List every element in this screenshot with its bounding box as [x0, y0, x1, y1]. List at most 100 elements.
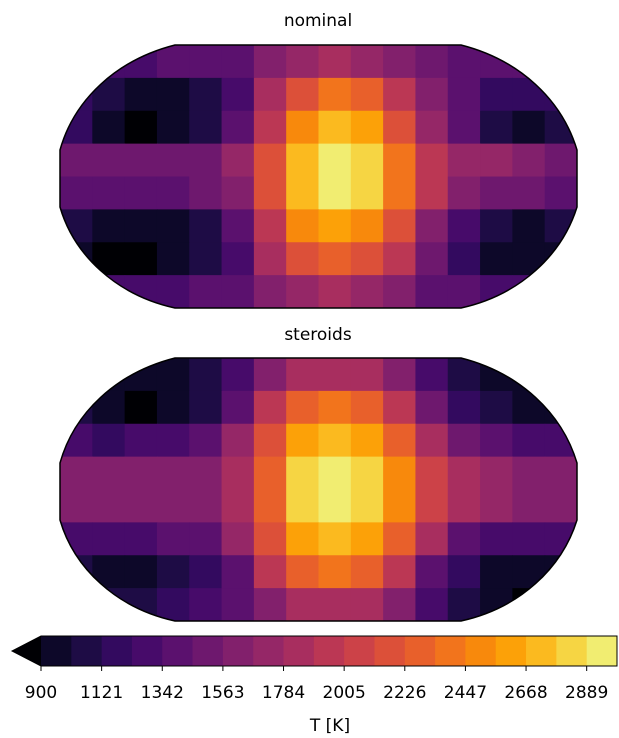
temperature-cell [286, 489, 320, 523]
temperature-cell [383, 45, 417, 79]
temperature-cell [512, 423, 546, 458]
temperature-cell [124, 522, 158, 556]
temperature-cell [221, 110, 255, 145]
temperature-cell [286, 110, 320, 145]
temperature-cell [156, 77, 190, 112]
temperature-cell [318, 45, 352, 79]
temperature-cell [544, 489, 577, 523]
temperature-cell [253, 588, 287, 621]
temperature-cell [318, 77, 352, 112]
temperature-cell [512, 110, 546, 145]
temperature-cell [350, 489, 384, 523]
temperature-cell [60, 358, 93, 392]
temperature-cell [544, 588, 577, 621]
temperature-cell [318, 588, 352, 621]
temperature-cell [221, 456, 255, 491]
temperature-cell [383, 275, 417, 308]
temperature-cell [383, 110, 417, 145]
temperature-cell [350, 45, 384, 79]
temperature-cell [544, 456, 577, 491]
colorbar-extension [12, 636, 41, 666]
temperature-cell [350, 423, 384, 458]
temperature-cell [350, 242, 384, 276]
temperature-cell [124, 423, 158, 458]
colorbar-bin [101, 636, 133, 666]
temperature-cell [189, 489, 223, 523]
temperature-cell [60, 242, 93, 276]
temperature-cell [415, 588, 449, 621]
temperature-cell [512, 390, 546, 425]
temperature-cell [318, 390, 352, 425]
temperature-cell [415, 45, 449, 79]
temperature-cell [512, 242, 546, 276]
temperature-cell [253, 358, 287, 392]
temperature-cell [60, 555, 93, 589]
temperature-cell [253, 45, 287, 79]
temperature-cell [221, 522, 255, 556]
temperature-cell [350, 275, 384, 308]
temperature-cell [286, 275, 320, 308]
temperature-cell [189, 209, 223, 243]
colorbar: 900 1121 1342 1563 1784 2005 2226 2447 2668 2889 [10, 635, 618, 703]
temperature-cell [350, 522, 384, 556]
map [60, 358, 577, 621]
temperature-cell [286, 209, 320, 243]
temperature-cell [480, 588, 513, 621]
temperature-cell [221, 45, 255, 79]
temperature-cell [480, 77, 513, 112]
tick-label: 2889 [565, 683, 608, 703]
temperature-cell [512, 45, 546, 79]
temperature-cell [447, 522, 481, 556]
temperature-cell [544, 242, 577, 276]
colorbar-bin [374, 636, 406, 666]
temperature-cell [512, 209, 546, 243]
temperature-cell [383, 358, 417, 392]
colorbar-bin [71, 636, 103, 666]
temperature-cell [480, 275, 513, 308]
temperature-cell [60, 522, 93, 556]
colorbar-bin [344, 636, 375, 666]
temperature-cell [447, 110, 481, 145]
temperature-cell [189, 45, 223, 79]
temperature-cell [447, 242, 481, 276]
temperature-cell [318, 456, 352, 491]
temperature-cell [480, 110, 513, 145]
temperature-cell [512, 555, 546, 589]
temperature-cell [480, 358, 513, 392]
temperature-cell [383, 489, 417, 523]
temperature-cell [253, 143, 287, 178]
temperature-cell [512, 77, 546, 112]
tick-label: 1784 [262, 683, 305, 703]
temperature-cell [544, 45, 577, 79]
temperature-cell [350, 176, 384, 210]
temperature-cell [350, 588, 384, 621]
temperature-cell [253, 176, 287, 210]
temperature-cell [156, 522, 190, 556]
temperature-cell [156, 176, 190, 210]
temperature-cell [415, 456, 449, 491]
temperature-cell [512, 176, 546, 210]
temperature-cell [92, 423, 126, 458]
temperature-cell [286, 242, 320, 276]
temperature-cell [92, 143, 126, 178]
temperature-cell [447, 176, 481, 210]
temperature-cell [318, 209, 352, 243]
temperature-cell [60, 423, 93, 458]
temperature-cell [189, 390, 223, 425]
temperature-cell [512, 522, 546, 556]
temperature-cell [383, 209, 417, 243]
colorbar-bin [495, 636, 527, 666]
temperature-cell [92, 555, 126, 589]
temperature-cell [318, 176, 352, 210]
temperature-cell [286, 522, 320, 556]
temperature-cell [156, 358, 190, 392]
temperature-cell [350, 456, 384, 491]
temperature-cell [60, 275, 93, 308]
colorbar-bin [41, 636, 72, 666]
colorbar-bin [435, 636, 466, 666]
colorbar-bin [313, 636, 345, 666]
temperature-cell [480, 176, 513, 210]
temperature-cell [286, 588, 320, 621]
temperature-cell [189, 110, 223, 145]
